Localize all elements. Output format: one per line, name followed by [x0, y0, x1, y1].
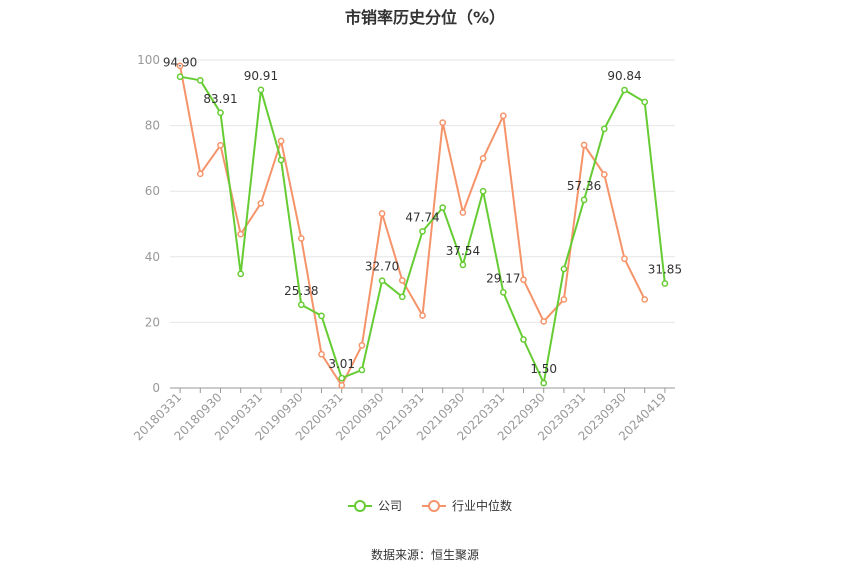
legend-item-industry-median[interactable]: 行业中位数 — [422, 498, 512, 513]
y-tick-label: 0 — [152, 381, 160, 395]
series-layer — [176, 62, 669, 389]
data-point — [358, 342, 366, 349]
data-label: 37.54 — [446, 244, 480, 258]
data-point — [439, 204, 447, 211]
grid-layer — [170, 59, 675, 323]
data-point — [580, 196, 588, 204]
data-label: 57.36 — [567, 179, 601, 193]
data-point — [479, 187, 487, 195]
data-point — [338, 382, 346, 389]
y-tick-label: 100 — [137, 53, 160, 67]
data-point — [277, 137, 285, 145]
data-label-layer: 94.90 83.91 90.91 25.38 3.01 32.70 47.74 37.54 2… — [163, 56, 682, 376]
data-point — [499, 112, 507, 120]
data-point — [176, 73, 184, 81]
data-point — [196, 76, 204, 84]
legend-item-company[interactable]: 公司 — [348, 499, 402, 513]
data-point — [217, 141, 224, 149]
data-point — [196, 170, 204, 178]
data-label: 31.85 — [648, 263, 682, 277]
data-point — [641, 296, 649, 303]
data-point — [479, 155, 487, 162]
data-point — [378, 210, 386, 217]
y-tick-label: 80 — [145, 119, 160, 133]
axis-layer: 0204060801002018033120180930201903312019… — [131, 53, 675, 443]
data-point — [297, 235, 305, 242]
data-point — [398, 293, 406, 301]
legend-marker — [354, 500, 366, 512]
data-point — [459, 261, 467, 269]
data-point — [520, 336, 527, 343]
data-point — [237, 230, 245, 238]
data-point — [499, 288, 507, 296]
data-label: 29.17 — [486, 271, 520, 285]
data-label: 94.90 — [163, 56, 197, 70]
data-label: 25.38 — [284, 284, 318, 298]
data-point — [237, 270, 245, 278]
data-point — [621, 255, 628, 263]
data-point — [641, 98, 649, 106]
data-point — [540, 379, 548, 387]
data-point — [338, 374, 346, 382]
data-point — [378, 277, 386, 285]
data-point — [520, 276, 527, 284]
data-point — [217, 109, 224, 117]
legend-marker — [428, 500, 440, 512]
data-point — [318, 350, 325, 358]
data-point — [419, 228, 426, 235]
data-point — [600, 125, 608, 133]
y-tick-label: 40 — [145, 250, 160, 264]
data-label: 32.70 — [365, 260, 399, 274]
data-point — [459, 209, 467, 216]
data-point — [358, 366, 366, 374]
data-point — [560, 265, 568, 273]
source-note: 数据来源：恒生聚源 — [370, 548, 479, 562]
data-label: 83.91 — [203, 92, 237, 106]
legend-label: 公司 — [378, 499, 402, 513]
data-point — [257, 86, 265, 94]
chart-title: 市销率历史分位（%） — [344, 8, 506, 27]
data-point — [176, 62, 184, 70]
data-point — [540, 318, 548, 325]
data-label: 1.50 — [530, 362, 557, 376]
data-point — [439, 119, 447, 126]
data-point — [257, 199, 265, 207]
data-label: 90.84 — [607, 69, 641, 83]
data-point — [398, 277, 406, 284]
data-label: 3.01 — [328, 357, 355, 371]
data-point — [661, 280, 669, 287]
data-point — [318, 312, 325, 320]
legend[interactable]: 公司 行业中位数 — [348, 498, 512, 513]
data-point — [419, 312, 426, 319]
y-tick-label: 20 — [145, 315, 160, 329]
data-point — [600, 171, 608, 178]
data-point — [580, 141, 588, 149]
series-line — [179, 65, 646, 387]
data-point — [560, 296, 568, 303]
data-point — [621, 86, 628, 94]
data-label: 90.91 — [244, 69, 278, 83]
y-tick-label: 60 — [145, 184, 160, 198]
data-point — [297, 301, 305, 309]
data-point — [277, 156, 285, 164]
data-label: 47.74 — [405, 210, 439, 224]
legend-label: 行业中位数 — [452, 498, 512, 513]
